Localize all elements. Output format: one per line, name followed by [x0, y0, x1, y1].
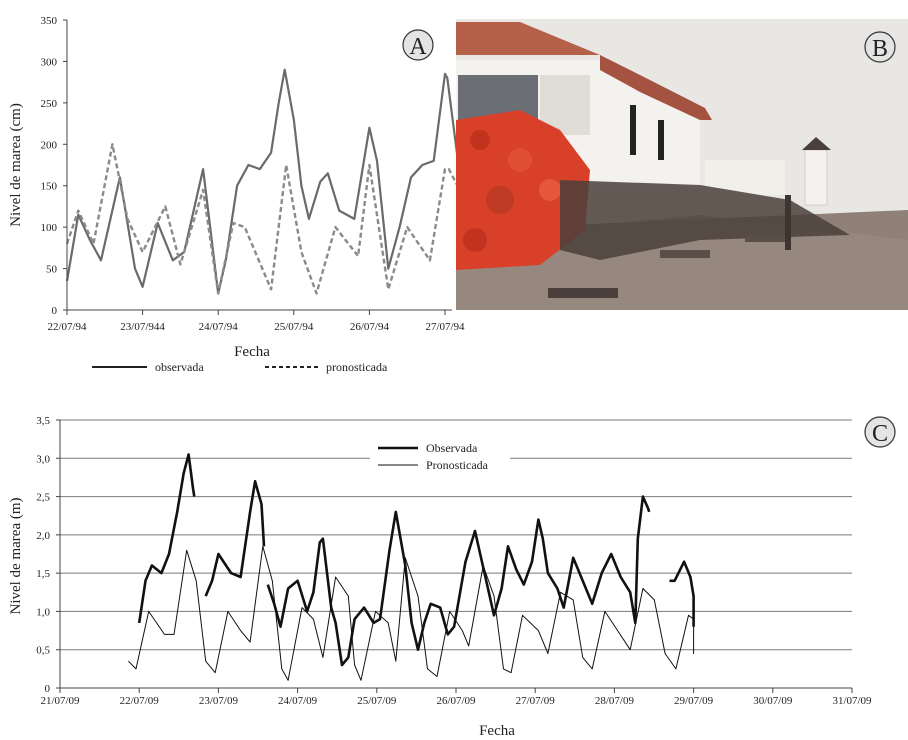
panel-c-y-axis-label: Nivel de marea (m) [8, 497, 24, 614]
panel-c-legend-box [370, 440, 510, 476]
y-tick-label: 0 [52, 305, 58, 317]
panel-a-badge-letter: A [409, 34, 427, 60]
panel-a-badge-circle [402, 29, 434, 61]
x-tick-label: 27/07/09 [516, 695, 556, 707]
series-line-observada [65, 68, 468, 295]
x-tick-label: 23/07/944 [120, 321, 165, 333]
legend-pronosticada-label: Pronosticada [426, 458, 489, 472]
photo-roof-side [600, 55, 712, 120]
panel-c-x-ticks: 21/07/09 22/07/09 23/07/09 24/07/09 25/07/09… [40, 688, 872, 707]
photo-lighthouse [804, 149, 828, 206]
panel-a-badge: A [402, 29, 434, 61]
panel-b-photo: B [456, 19, 908, 310]
photo-net-buoy [539, 179, 561, 201]
x-tick-label: 26/07/94 [350, 321, 390, 333]
photo-plank [660, 250, 710, 258]
series-line-Pronosticada [128, 545, 695, 681]
y-tick-label: 150 [41, 181, 58, 193]
series-line-Observada [137, 453, 196, 624]
x-tick-label: 29/07/09 [674, 695, 714, 707]
x-tick-label: 22/07/09 [120, 695, 160, 707]
y-tick-label: 1,5 [36, 568, 50, 580]
y-tick-label: 50 [46, 264, 58, 276]
y-tick-label: 200 [41, 139, 58, 151]
y-tick-label: 250 [41, 98, 58, 110]
photo-fishing-nets [456, 110, 590, 270]
photo-lighthouse-top [802, 137, 831, 150]
y-tick-label: 0,5 [36, 645, 50, 657]
y-tick-label: 350 [41, 15, 58, 27]
photo-plank [745, 235, 790, 242]
series-line-pronosticada [65, 143, 468, 295]
x-tick-label: 31/07/09 [832, 695, 872, 707]
series-line-Observada [204, 479, 266, 597]
panel-a-plot-area [65, 68, 468, 295]
photo-net-buoy [520, 225, 540, 245]
legend-observada-label: observada [155, 360, 204, 374]
photo-window-2 [658, 120, 664, 160]
panel-c-y-ticks: 0 0,5 1,0 1,5 2,0 2,5 3,0 3,5 [36, 415, 60, 695]
x-tick-label: 28/07/09 [595, 695, 635, 707]
x-tick-label: 25/07/94 [274, 321, 314, 333]
x-tick-label: 22/07/94 [47, 321, 87, 333]
x-tick-label: 30/07/09 [753, 695, 793, 707]
photo-window-1 [630, 105, 636, 155]
panel-c-badge-letter: C [872, 421, 888, 447]
x-tick-label: 24/07/94 [199, 321, 239, 333]
y-tick-label: 100 [41, 222, 58, 234]
x-tick-label: 24/07/09 [278, 695, 318, 707]
panel-b-badge: B [864, 31, 896, 63]
panel-a-legend: observada pronosticada [92, 360, 388, 374]
x-tick-label: 21/07/09 [40, 695, 80, 707]
series-line-Observada [266, 495, 651, 667]
panel-b-badge-letter: B [872, 36, 888, 62]
photo-post [785, 195, 791, 250]
photo-net-buoy [470, 130, 490, 150]
y-tick-label: 3,0 [36, 453, 50, 465]
photo-plank [548, 288, 618, 298]
panel-c-gridlines [60, 419, 852, 651]
panel-c-plot-area [128, 453, 695, 681]
photo-debris [560, 180, 850, 260]
panel-a-y-ticks: 0 50 100 150 200 250 300 350 [41, 15, 67, 317]
panel-c-badge: C [864, 416, 896, 448]
x-tick-label: 26/07/09 [436, 695, 476, 707]
photo-net-buoy [508, 148, 532, 172]
legend-pronosticada-label: pronosticada [326, 360, 388, 374]
panel-b-badge-circle [864, 31, 896, 63]
photo-net-buoy [486, 186, 514, 214]
panel-c-chart: 00,51,01,52,02,53,03,5 21/07/09 22/07/09 2… [8, 415, 896, 739]
x-tick-label: 23/07/09 [199, 695, 239, 707]
panel-c-legend: Observada Pronosticada [370, 440, 510, 476]
panel-a-x-axis-label: Fecha [234, 344, 270, 360]
legend-observada-label: Observada [426, 441, 478, 455]
photo-net-buoy [463, 228, 487, 252]
y-tick-label: 3,5 [36, 415, 50, 427]
y-tick-label: 2,5 [36, 492, 50, 504]
x-tick-label: 27/07/94 [425, 321, 465, 333]
panel-c-badge-circle [864, 416, 896, 448]
panel-c-x-axis-label: Fecha [479, 723, 515, 739]
panel-a-x-ticks: 22/07/94 23/07/944 24/07/94 25/07/94 26/07/9… [47, 310, 465, 333]
y-tick-label: 1,0 [36, 606, 50, 618]
y-tick-label: 300 [41, 56, 58, 68]
x-tick-label: 25/07/09 [357, 695, 397, 707]
panel-a-y-axis-label: Nivel de marea (cm) [8, 103, 24, 227]
y-tick-label: 2,0 [36, 530, 50, 542]
y-tick-label: 0 [45, 683, 51, 695]
photo-roof-tiles [456, 22, 600, 55]
